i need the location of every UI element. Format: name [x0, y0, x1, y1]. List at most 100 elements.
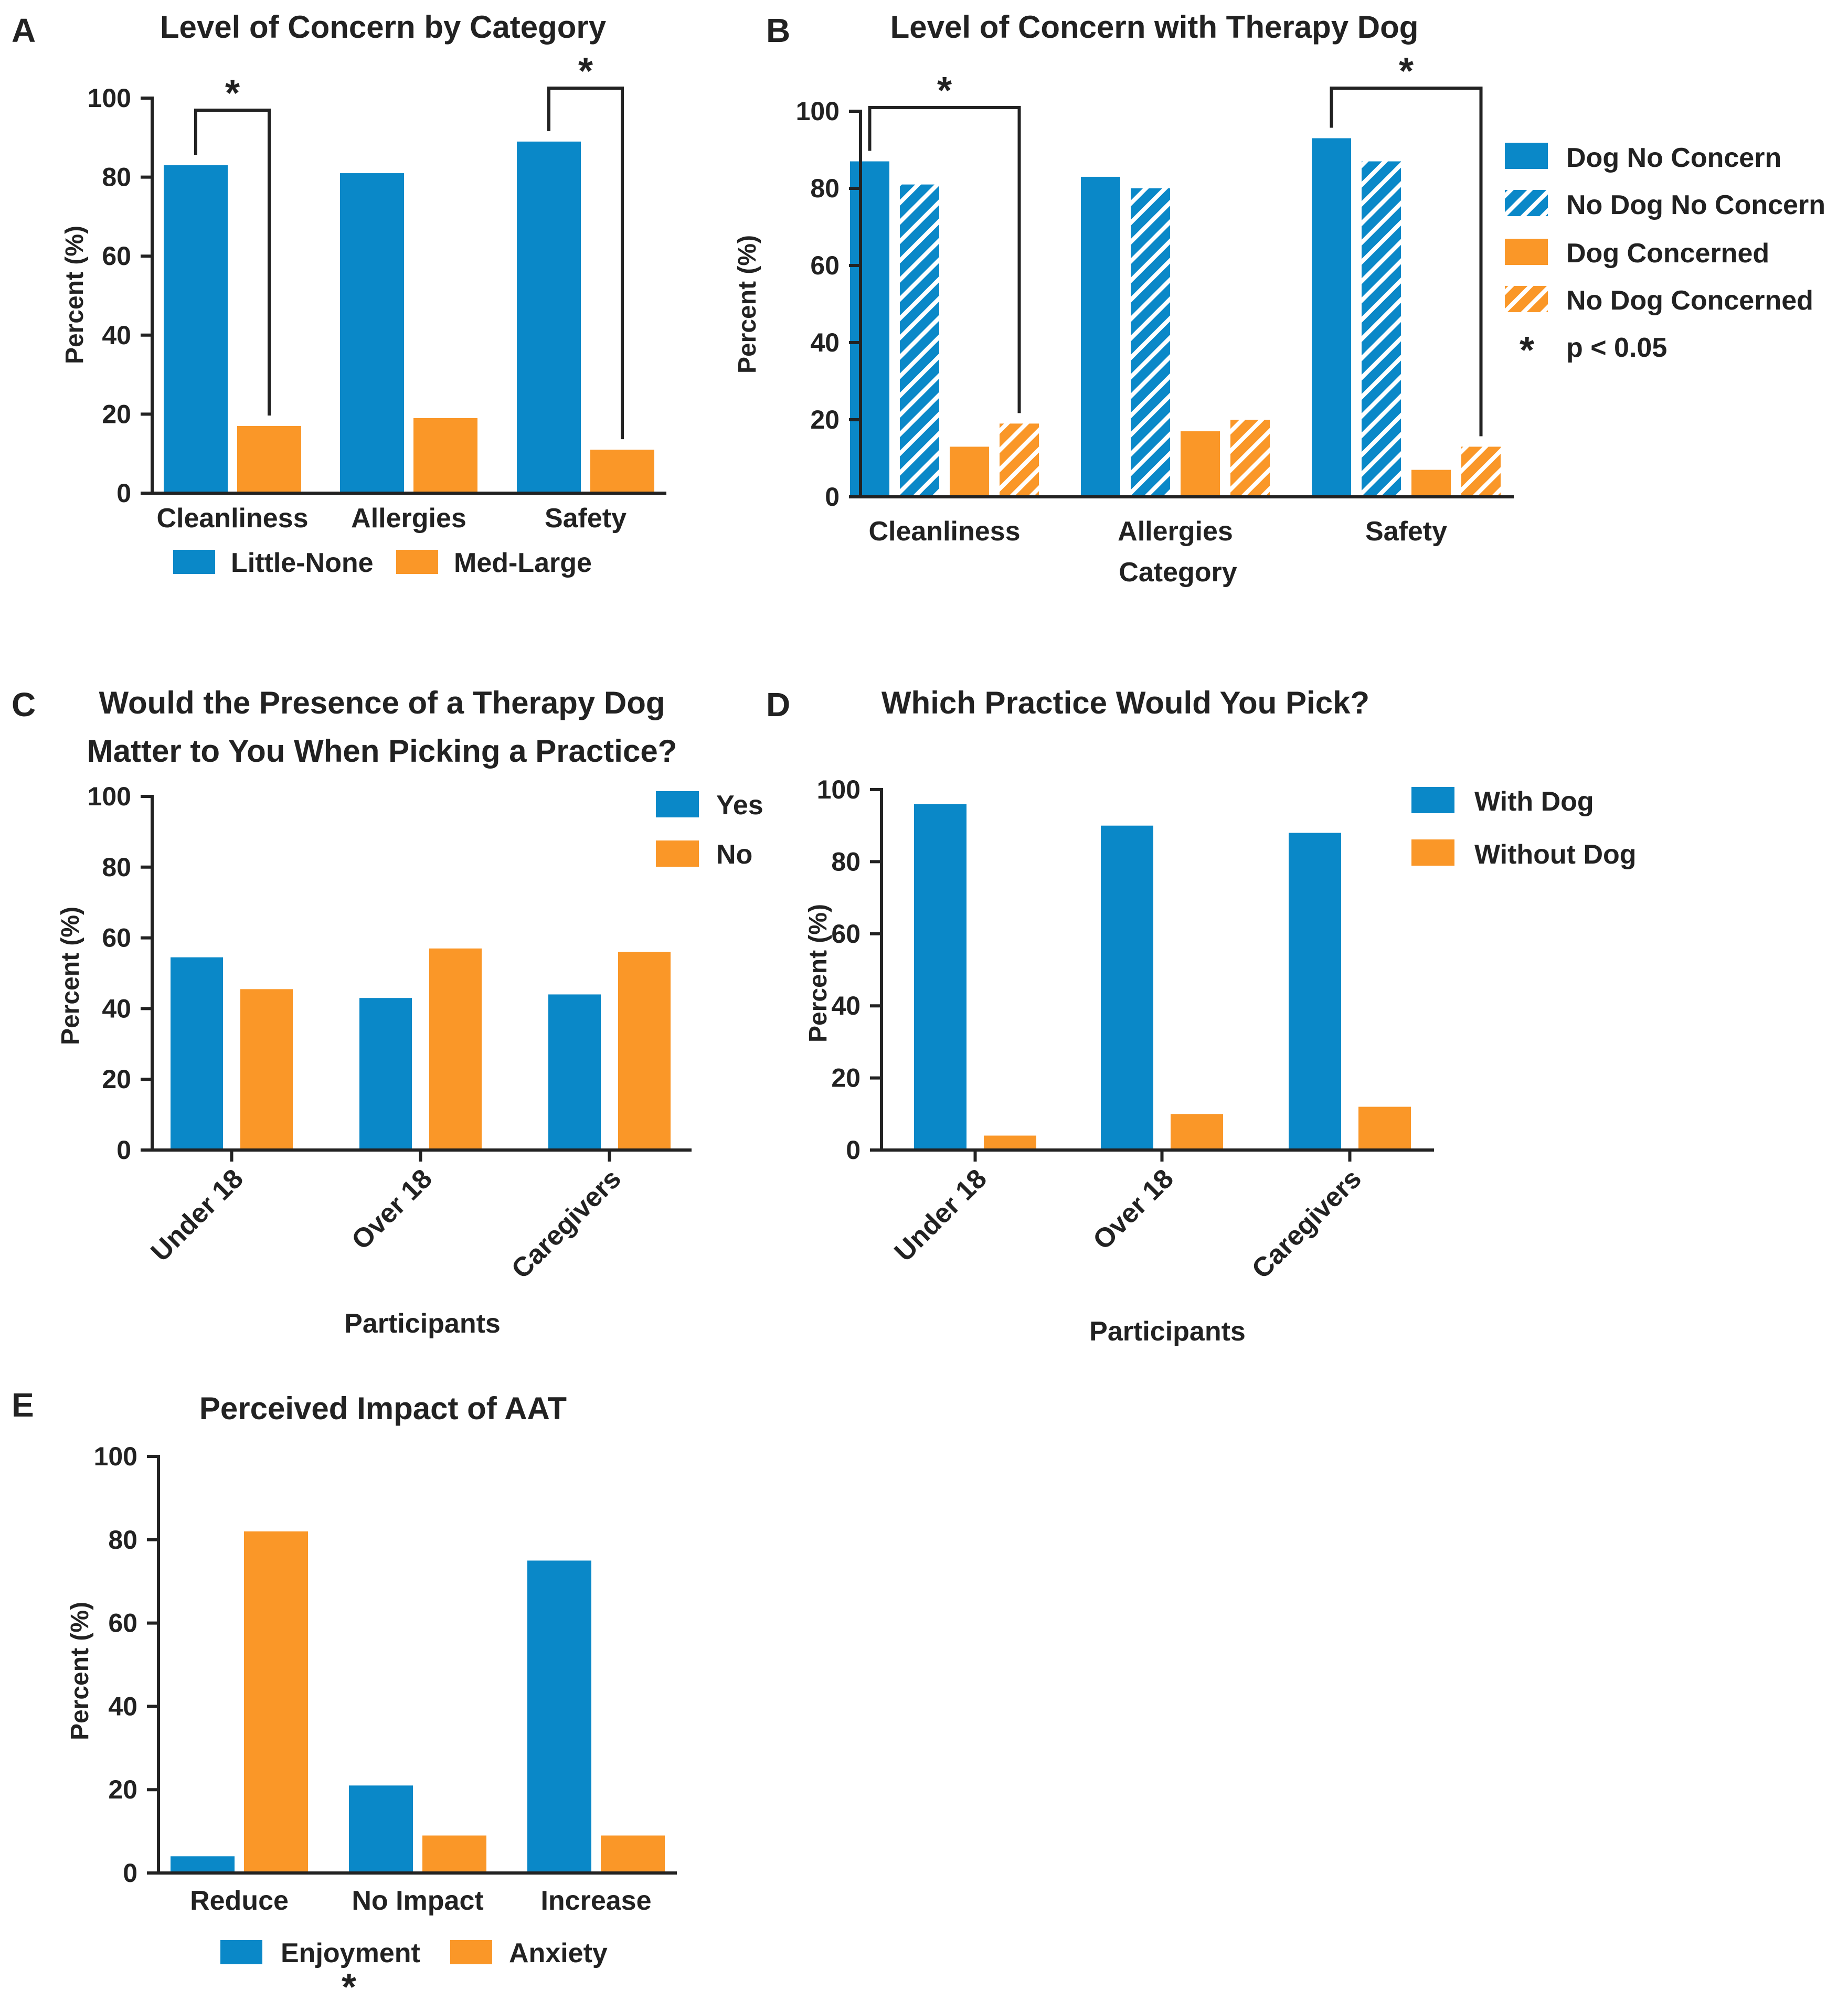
chart-title: Would the Presence of a Therapy Dog — [99, 685, 665, 720]
plot-area: 0 20 40 60 80 100 Reduce No Impact Increase — [94, 1442, 677, 1916]
bar-caregivers-without-dog — [1358, 1106, 1411, 1150]
legend-swatch-no-dog-no-concern — [1505, 190, 1548, 216]
legend-label-med-large: Med-Large — [454, 548, 592, 578]
legend-swatch-enjoyment — [220, 1940, 262, 1964]
legend-swatch-with-dog — [1411, 787, 1454, 813]
bar-reduce-enjoyment — [171, 1856, 235, 1873]
y-tick-label: 80 — [831, 847, 861, 876]
y-tick-label: 20 — [108, 1775, 137, 1804]
x-tick-label: Safety — [1365, 516, 1447, 547]
bar-increase-enjoyment — [527, 1560, 591, 1873]
bar-allergies-med-large — [413, 418, 477, 493]
bar-increase-anxiety — [601, 1835, 665, 1873]
bar-safety-little-none — [517, 141, 581, 494]
chart-title: Perceived Impact of AAT — [199, 1391, 567, 1426]
y-axis-label: Percent (%) — [66, 1602, 94, 1740]
plot-area: 0 20 40 60 80 100 Cleanliness Allergies Safety * * — [796, 50, 1514, 547]
bar-allergies-dog-concerned — [1181, 431, 1220, 497]
significance-bracket — [868, 106, 1021, 413]
legend: Dog No Concern No Dog No Concern Dog Con… — [1505, 143, 1825, 371]
legend-label-no: No — [716, 839, 752, 870]
significance-bracket — [547, 87, 624, 440]
significance-bracket — [194, 109, 271, 416]
y-axis-label: Percent (%) — [61, 226, 89, 364]
y-tick-label: 60 — [108, 1609, 137, 1638]
legend-label-no-dog-no-concern: No Dog No Concern — [1566, 190, 1825, 220]
bar-safety-dog-no-concern — [1312, 138, 1351, 497]
bar-cleanliness-dog-concerned — [950, 446, 989, 497]
bar-allergies-no-dog-no-concern — [1131, 188, 1170, 497]
y-axis-label: Percent (%) — [57, 907, 84, 1045]
panel-d-chart: D Which Practice Would You Pick? Percent… — [766, 685, 1637, 1347]
x-tick-label: Under 18 — [889, 1163, 993, 1267]
panel-letter-c: C — [12, 686, 36, 723]
legend-label-without-dog: Without Dog — [1474, 839, 1637, 870]
y-tick-label: 20 — [102, 399, 131, 429]
y-tick-label: 100 — [94, 1442, 137, 1471]
legend-label-little-none: Little-None — [231, 548, 374, 578]
significance-star: * — [578, 50, 593, 92]
bar-safety-dog-concerned — [1411, 470, 1451, 497]
bar-under-18-yes — [171, 957, 223, 1150]
legend-swatch-no-dog-concerned — [1505, 286, 1548, 312]
y-tick-label: 60 — [831, 919, 861, 949]
legend-label-dog-concerned: Dog Concerned — [1566, 238, 1769, 269]
plot-area: 0 20 40 60 80 100 Under 18 Over 18 Caregivers — [88, 782, 692, 1285]
chart-title: Which Practice Would You Pick? — [881, 685, 1369, 720]
legend-label-anxiety: Anxiety — [509, 1938, 608, 1968]
y-tick-label: 60 — [102, 241, 131, 271]
y-tick-label: 20 — [810, 405, 840, 434]
y-tick-label: 80 — [102, 163, 131, 192]
bar-caregivers-no — [618, 952, 671, 1150]
x-tick-label: Caregivers — [506, 1163, 627, 1284]
legend-label-enjoyment: Enjoyment — [281, 1938, 420, 1968]
x-tick-label: Cleanliness — [868, 516, 1020, 547]
panel-a-chart: A Level of Concern by Category Percent (… — [12, 9, 666, 578]
y-tick-label: 40 — [108, 1691, 137, 1721]
panel-letter-e: E — [12, 1386, 34, 1424]
legend-swatch-little-none — [173, 550, 215, 574]
y-tick-label: 40 — [102, 321, 131, 350]
legend-label-yes: Yes — [716, 790, 763, 821]
y-tick-label: 60 — [810, 251, 840, 280]
legend-significance-text: p < 0.05 — [1566, 333, 1667, 363]
y-tick-label: 40 — [810, 328, 840, 357]
y-tick-label: 0 — [116, 478, 131, 508]
panel-letter-a: A — [12, 12, 36, 49]
legend-label-with-dog: With Dog — [1474, 786, 1594, 817]
significance-star: * — [1399, 50, 1414, 92]
bar-cleanliness-little-none — [164, 165, 228, 493]
bar-allergies-dog-no-concern — [1081, 176, 1120, 497]
bar-safety-med-large — [590, 450, 654, 493]
legend-swatch-no — [656, 840, 699, 867]
panel-letter-b: B — [766, 12, 790, 49]
bar-caregivers-with-dog — [1289, 833, 1341, 1150]
bar-safety-no-dog-concerned — [1461, 446, 1501, 497]
bar-cleanliness-no-dog-no-concern — [900, 184, 939, 497]
legend-significance-symbol: * — [1520, 329, 1534, 371]
legend-swatch-without-dog — [1411, 839, 1454, 866]
chart-title-line-2: Matter to You When Picking a Practice? — [87, 733, 677, 769]
x-tick-label: Under 18 — [145, 1163, 249, 1267]
x-tick-label: Allergies — [351, 503, 466, 534]
plot-area: 0 20 40 60 80 100 Cleanliness Allergies Safety * * — [88, 50, 666, 534]
legend: Little-None Med-Large — [173, 548, 592, 578]
y-tick-label: 40 — [831, 991, 861, 1020]
panel-e-chart: E Perceived Impact of AAT Percent (%) 0 2… — [12, 1386, 677, 2001]
y-tick-label: 20 — [102, 1065, 131, 1094]
chart-title: Level of Concern with Therapy Dog — [890, 9, 1419, 45]
x-tick-label: Caregivers — [1246, 1163, 1367, 1284]
x-tick-label: Over 18 — [346, 1163, 438, 1255]
y-axis-label: Percent (%) — [804, 904, 832, 1042]
y-tick-label: 100 — [88, 782, 131, 811]
chart-title: Level of Concern by Category — [160, 9, 607, 45]
x-tick-label: No Impact — [352, 1886, 483, 1916]
bar-cleanliness-no-dog-concerned — [1000, 423, 1039, 497]
y-tick-label: 80 — [108, 1525, 137, 1555]
panel-b-chart: B Level of Concern with Therapy Dog Perc… — [734, 9, 1825, 588]
x-axis-label: Category — [1119, 557, 1237, 588]
bar-under-18-no — [240, 989, 293, 1150]
bar-over-18-yes — [359, 998, 412, 1150]
y-tick-label: 0 — [846, 1135, 861, 1165]
